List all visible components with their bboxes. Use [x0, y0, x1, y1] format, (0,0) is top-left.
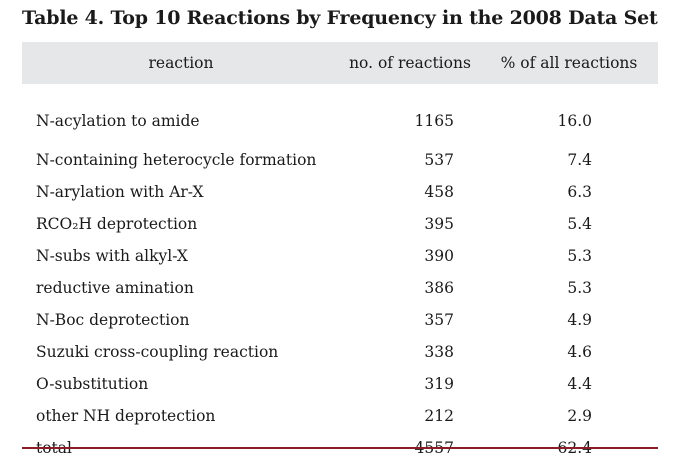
percent-cell: 6.3 — [567, 183, 592, 201]
count-cell: 458 — [424, 183, 454, 201]
table-row: N-Boc deprotection 357 4.9 — [22, 304, 658, 336]
count-cell: 1165 — [414, 112, 454, 130]
reaction-cell: N-arylation with Ar-X — [36, 183, 204, 201]
percent-cell: 5.3 — [567, 279, 592, 297]
table-row: other NH deprotection 212 2.9 — [22, 400, 658, 432]
table-row: reductive amination 386 5.3 — [22, 272, 658, 304]
percent-cell: 4.4 — [567, 375, 592, 393]
percent-cell: 2.9 — [567, 407, 592, 425]
percent-cell: 7.4 — [567, 151, 592, 169]
table-row: N-acylation to amide 1165 16.0 — [22, 84, 658, 144]
count-cell: 390 — [424, 247, 454, 265]
reaction-cell: other NH deprotection — [36, 407, 216, 425]
count-cell: 386 — [424, 279, 454, 297]
table-row: O-substitution 319 4.4 — [22, 368, 658, 400]
percent-cell: 4.6 — [567, 343, 592, 361]
count-cell: 395 — [424, 215, 454, 233]
column-header-percent: % of all reactions — [500, 54, 638, 72]
table-row: N-arylation with Ar-X 458 6.3 — [22, 176, 658, 208]
header-row: reaction no. of reactions % of all react… — [22, 42, 658, 84]
table-row: N-subs with alkyl-X 390 5.3 — [22, 240, 658, 272]
percent-cell: 5.3 — [567, 247, 592, 265]
reaction-cell: reductive amination — [36, 279, 194, 297]
table-row: N-containing heterocycle formation 537 7… — [22, 144, 658, 176]
count-cell: 537 — [424, 151, 454, 169]
column-header-reaction: reaction — [148, 54, 214, 72]
count-cell: 338 — [424, 343, 454, 361]
reaction-cell: N-containing heterocycle formation — [36, 151, 317, 169]
reaction-cell: N-subs with alkyl-X — [36, 247, 188, 265]
table-row: RCO₂H deprotection 395 5.4 — [22, 208, 658, 240]
table-header: reaction no. of reactions % of all react… — [22, 42, 658, 84]
reaction-cell: N-Boc deprotection — [36, 311, 190, 329]
table-row: Suzuki cross-coupling reaction 338 4.6 — [22, 336, 658, 368]
reaction-cell: N-acylation to amide — [36, 112, 200, 130]
reaction-cell: RCO₂H deprotection — [36, 215, 198, 233]
count-cell: 319 — [424, 375, 454, 393]
count-cell: 212 — [424, 407, 454, 425]
percent-cell: 4.9 — [567, 311, 592, 329]
reaction-cell: Suzuki cross-coupling reaction — [36, 343, 279, 361]
count-cell: 357 — [424, 311, 454, 329]
bottom-rule — [22, 447, 658, 449]
table-container: reaction no. of reactions % of all react… — [22, 42, 658, 464]
reaction-cell: O-substitution — [36, 375, 149, 393]
percent-cell: 5.4 — [567, 215, 592, 233]
reactions-table: reaction no. of reactions % of all react… — [22, 42, 658, 464]
table-caption: Table 4. Top 10 Reactions by Frequency i… — [22, 7, 658, 29]
table-body: N-acylation to amide 1165 16.0 N-contain… — [22, 84, 658, 464]
column-header-count: no. of reactions — [349, 54, 471, 72]
percent-cell: 16.0 — [557, 112, 592, 130]
